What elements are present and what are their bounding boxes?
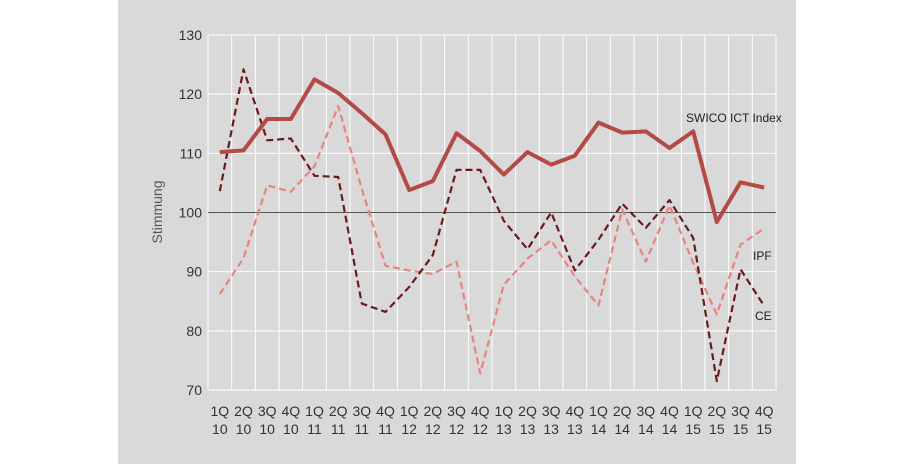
x-tick-label: 14 bbox=[662, 421, 678, 437]
x-tick-label: 10 bbox=[236, 421, 252, 437]
x-tick-labels: 1Q 10 2Q 10 3Q 10 4Q 10 1Q 11 2Q 11 3Q 11 4Q 11 1Q 12 2Q 12… bbox=[210, 403, 773, 437]
series-layer bbox=[218, 68, 766, 383]
x-tick-label: 3Q bbox=[542, 403, 561, 419]
y-tick-labels: 70 80 90 100 110 120 130 bbox=[179, 27, 203, 398]
y-tick-label: 130 bbox=[179, 27, 203, 43]
chart-panel: 70 80 90 100 110 120 130 1Q 10 2Q 10 3Q 10 4Q 10 1Q 11 2… bbox=[118, 0, 796, 464]
y-tick-label: 90 bbox=[186, 264, 202, 280]
x-tick-label: 10 bbox=[212, 421, 228, 437]
x-tick-label: 2Q bbox=[329, 403, 348, 419]
series-label-ce: CE bbox=[755, 309, 772, 323]
x-tick-label: 11 bbox=[355, 421, 370, 437]
x-tick-label: 13 bbox=[520, 421, 536, 437]
x-tick-label: 15 bbox=[756, 421, 772, 437]
series-line-swico-ict-index bbox=[219, 77, 765, 224]
x-tick-label: 3Q bbox=[447, 403, 466, 419]
y-tick-label: 70 bbox=[186, 382, 202, 398]
x-tick-label: 3Q bbox=[352, 403, 371, 419]
x-tick-label: 13 bbox=[567, 421, 583, 437]
y-axis-label: Stimmung bbox=[149, 180, 165, 243]
x-tick-label: 11 bbox=[378, 421, 393, 437]
x-tick-label: 14 bbox=[614, 421, 630, 437]
x-tick-label: 10 bbox=[283, 421, 299, 437]
y-tick-label: 100 bbox=[179, 205, 203, 221]
x-tick-label: 2Q bbox=[613, 403, 632, 419]
series-label-ipf: IPF bbox=[753, 249, 772, 263]
x-tick-label: 13 bbox=[543, 421, 559, 437]
x-tick-label: 12 bbox=[472, 421, 488, 437]
x-tick-label: 2Q bbox=[518, 403, 537, 419]
y-tick-label: 110 bbox=[180, 145, 203, 161]
x-tick-label: 12 bbox=[449, 421, 465, 437]
y-tick-label: 120 bbox=[179, 86, 203, 102]
x-tick-label: 2Q bbox=[707, 403, 726, 419]
x-tick-label: 1Q bbox=[400, 403, 419, 419]
x-tick-label: 2Q bbox=[423, 403, 442, 419]
x-tick-label: 1Q bbox=[494, 403, 513, 419]
x-tick-label: 1Q bbox=[589, 403, 608, 419]
x-tick-label: 10 bbox=[259, 421, 275, 437]
series-label-swico-ict-index: SWICO ICT Index bbox=[686, 111, 782, 125]
y-tick-label: 80 bbox=[186, 323, 202, 339]
x-tick-label: 2Q bbox=[234, 403, 253, 419]
x-tick-label: 13 bbox=[496, 421, 512, 437]
x-tick-label: 14 bbox=[638, 421, 654, 437]
x-tick-label: 15 bbox=[733, 421, 749, 437]
x-tick-label: 4Q bbox=[471, 403, 490, 419]
x-tick-label: 4Q bbox=[660, 403, 679, 419]
x-tick-label: 4Q bbox=[281, 403, 300, 419]
x-tick-label: 15 bbox=[685, 421, 701, 437]
series-line-ce bbox=[218, 68, 766, 383]
x-tick-label: 3Q bbox=[636, 403, 655, 419]
x-tick-label: 3Q bbox=[258, 403, 277, 419]
x-tick-label: 12 bbox=[425, 421, 441, 437]
x-tick-label: 4Q bbox=[755, 403, 774, 419]
line-chart: 70 80 90 100 110 120 130 1Q 10 2Q 10 3Q 10 4Q 10 1Q 11 2… bbox=[149, 27, 782, 437]
x-tick-label: 1Q bbox=[305, 403, 324, 419]
x-tick-label: 15 bbox=[709, 421, 725, 437]
x-tick-label: 4Q bbox=[565, 403, 584, 419]
x-tick-label: 12 bbox=[401, 421, 417, 437]
series-labels: SWICO ICT Index IPF CE bbox=[686, 111, 782, 323]
x-tick-label: 11 bbox=[307, 421, 322, 437]
x-tick-label: 4Q bbox=[376, 403, 395, 419]
x-tick-label: 11 bbox=[331, 421, 346, 437]
x-tick-label: 1Q bbox=[210, 403, 229, 419]
x-tick-label: 3Q bbox=[731, 403, 750, 419]
x-tick-label: 14 bbox=[591, 421, 607, 437]
x-tick-label: 1Q bbox=[684, 403, 703, 419]
